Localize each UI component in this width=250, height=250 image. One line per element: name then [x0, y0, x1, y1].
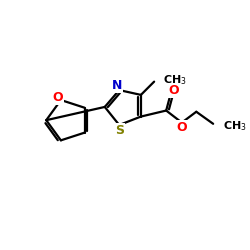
Text: N: N [112, 79, 122, 92]
Text: CH$_3$: CH$_3$ [223, 119, 247, 132]
Text: S: S [115, 124, 124, 137]
Text: O: O [176, 122, 187, 134]
Text: CH$_3$: CH$_3$ [163, 73, 187, 86]
Text: O: O [168, 84, 179, 96]
Text: O: O [53, 91, 63, 104]
